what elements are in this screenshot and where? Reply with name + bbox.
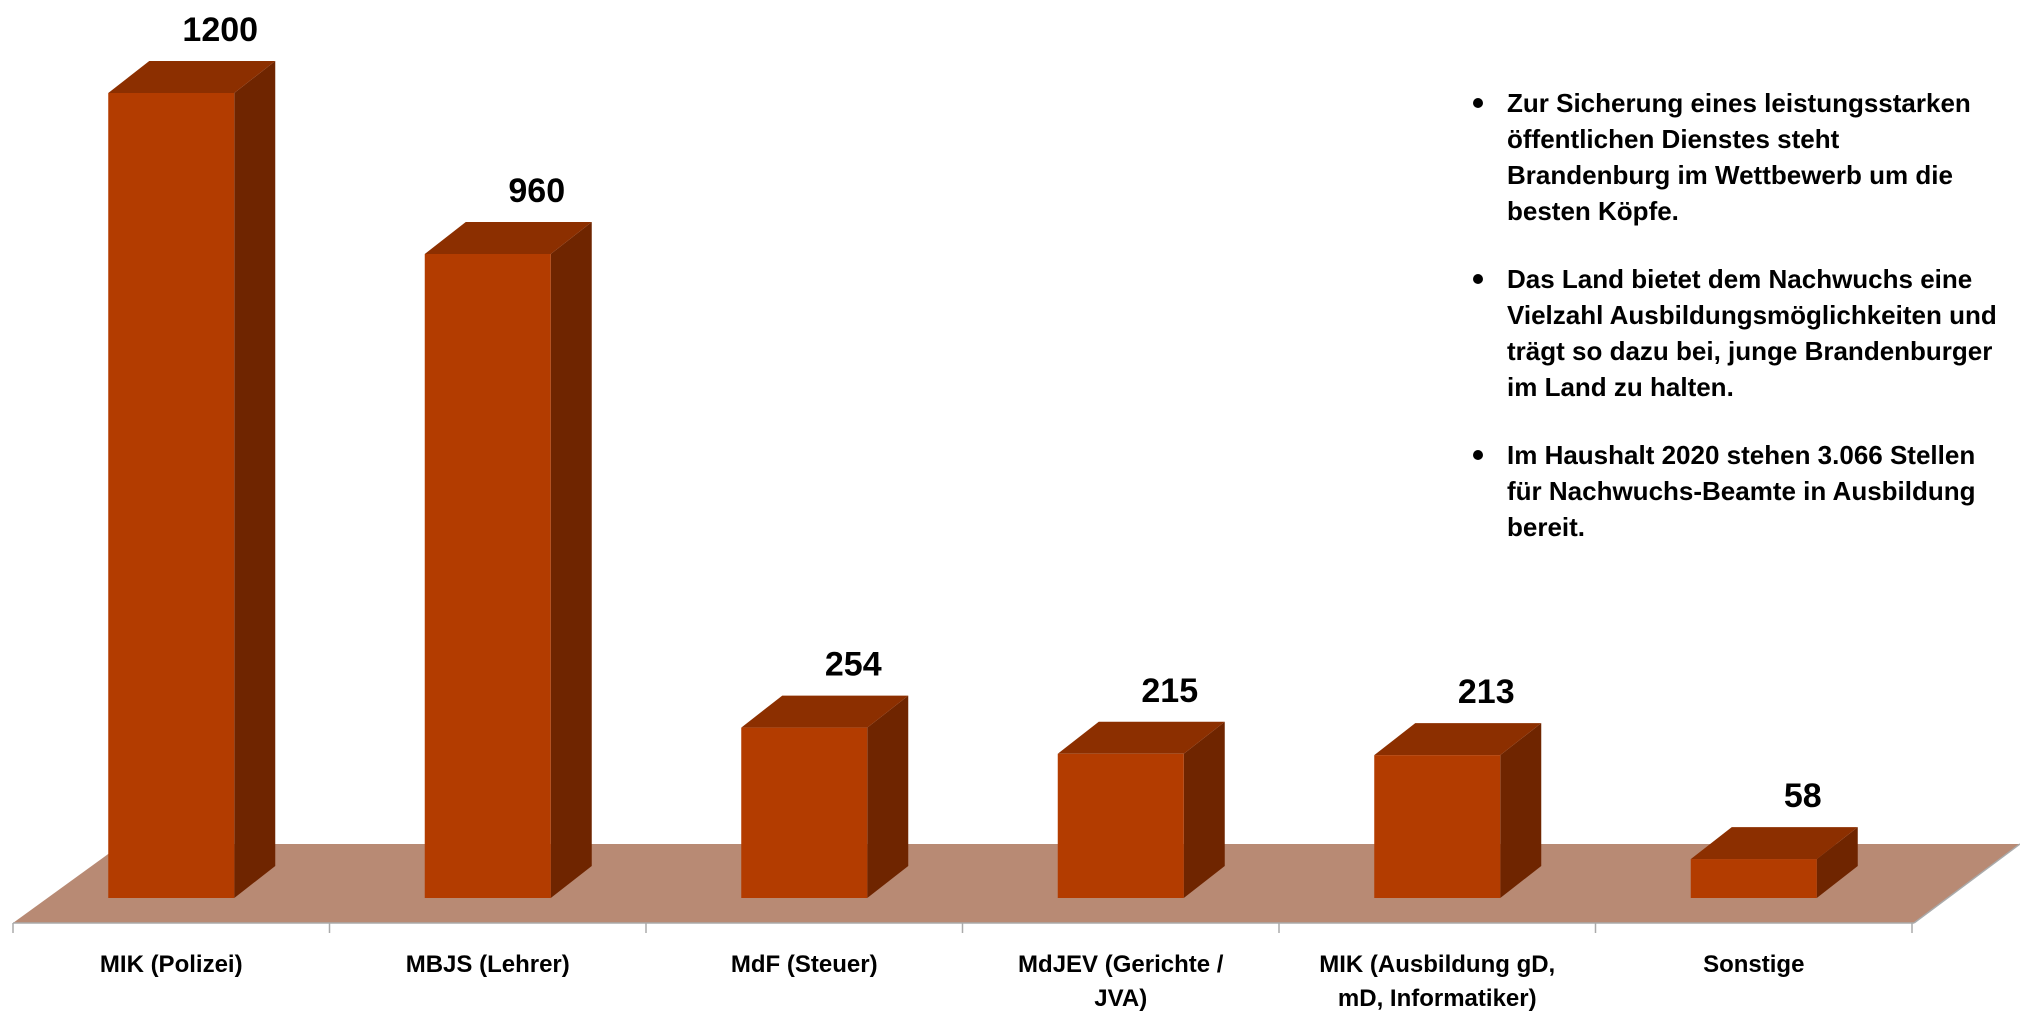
category-label: Sonstige (1703, 951, 1804, 978)
bullet (1473, 274, 1483, 284)
bar-front (1057, 753, 1184, 898)
category-label: MBJS (Lehrer) (406, 951, 570, 978)
annotation-line: im Land zu halten. (1507, 372, 1734, 402)
bar (1374, 723, 1542, 898)
annotation-line: Brandenburg im Wettbewerb um die (1507, 160, 1953, 190)
value-label: 254 (825, 646, 882, 684)
bar-front (741, 727, 868, 898)
annotation-line: besten Köpfe. (1507, 196, 1679, 226)
bar-side (550, 222, 592, 898)
annotation-line: öffentlichen Dienstes steht (1507, 124, 1840, 154)
value-label: 58 (1784, 777, 1822, 815)
annotation-line: trägt so dazu bei, junge Brandenburger (1507, 336, 1992, 366)
bar-top (424, 222, 592, 254)
bar-side (1500, 723, 1542, 898)
bullet (1473, 450, 1483, 460)
bar (1057, 721, 1225, 898)
bar-top (1374, 723, 1542, 756)
bar-top (108, 61, 276, 93)
value-label: 960 (508, 172, 565, 210)
annotation-line: Vielzahl Ausbildungsmöglichkeiten und (1507, 300, 1997, 330)
category-label: MdJEV (Gerichte / JVA) (1018, 951, 1224, 1012)
bar (424, 222, 592, 898)
annotation-line: Im Haushalt 2020 stehen 3.066 Stellen (1507, 440, 1975, 470)
bar-front (424, 254, 551, 898)
bar-top (741, 695, 909, 728)
value-label: 213 (1458, 673, 1515, 711)
bar-side (1183, 721, 1225, 898)
x-axis-depth (1913, 843, 2020, 924)
bullet (1473, 98, 1483, 108)
annotation-line: Das Land bietet dem Nachwuchs eine (1507, 264, 1972, 294)
bar-front (1374, 755, 1501, 898)
annotation-line: für Nachwuchs-Beamte in Ausbildung (1507, 476, 1976, 506)
bar-side (867, 695, 909, 898)
category-label: MIK (Ausbildung gD, mD, Informatiker) (1319, 951, 1555, 1012)
bar-front (1690, 859, 1817, 898)
category-label: MIK (Polizei) (100, 951, 243, 978)
category-label: MdF (Steuer) (731, 951, 878, 978)
bar-side (1816, 827, 1858, 898)
bar (741, 695, 909, 898)
bar-side (234, 61, 276, 898)
bar (1690, 827, 1858, 898)
value-label: 215 (1141, 672, 1198, 710)
annotation-line: Zur Sicherung eines leistungsstarken (1507, 88, 1971, 118)
value-label: 1200 (182, 11, 258, 49)
bar-top (1057, 721, 1225, 754)
bar-front (108, 93, 235, 898)
bar (108, 61, 276, 898)
bar-top (1690, 827, 1858, 860)
annotation-line: bereit. (1507, 512, 1585, 542)
